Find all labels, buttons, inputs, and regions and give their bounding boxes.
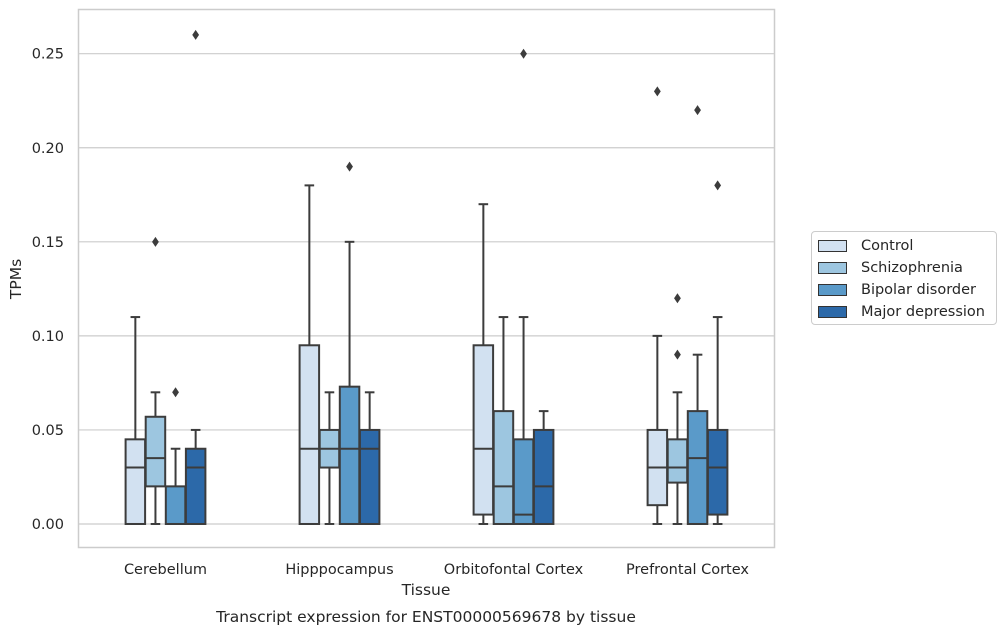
box bbox=[144, 415, 167, 488]
box-group bbox=[472, 203, 495, 525]
outlier-point bbox=[172, 387, 179, 398]
y-axis-label: TPMs bbox=[7, 259, 25, 300]
box bbox=[338, 385, 361, 525]
box-layer bbox=[124, 29, 729, 525]
box-group bbox=[686, 105, 709, 525]
legend-swatch-schizophrenia bbox=[818, 262, 847, 274]
outlier-point bbox=[152, 236, 159, 247]
legend: Control Schizophrenia Bipolar disorder M… bbox=[811, 231, 997, 325]
outlier-point bbox=[694, 105, 701, 116]
box bbox=[532, 428, 555, 525]
box-group bbox=[144, 236, 167, 525]
outlier-point bbox=[653, 86, 661, 97]
box-group bbox=[338, 161, 361, 525]
box bbox=[358, 428, 381, 525]
box-group bbox=[492, 316, 515, 525]
box-group bbox=[666, 293, 689, 525]
box bbox=[512, 438, 535, 525]
x-tick-labels: Cerebellum Hipppocampus Orbitofontal Corte… bbox=[124, 562, 749, 578]
y-tick-label: 0.10 bbox=[32, 329, 64, 345]
legend-label-control: Control bbox=[861, 238, 914, 254]
box bbox=[492, 410, 515, 525]
outlier-point bbox=[346, 161, 353, 172]
outlier-point bbox=[674, 349, 681, 360]
box-group bbox=[298, 184, 321, 525]
box bbox=[666, 438, 689, 484]
legend-label-schizophrenia: Schizophrenia bbox=[861, 260, 963, 276]
box-group bbox=[124, 316, 147, 525]
box-group bbox=[512, 48, 535, 525]
legend-item-schizophrenia: Schizophrenia bbox=[818, 258, 963, 278]
box-group bbox=[164, 387, 187, 525]
x-tick-label: Cerebellum bbox=[124, 562, 207, 578]
outlier-point bbox=[192, 29, 200, 40]
box bbox=[124, 438, 147, 525]
box bbox=[472, 344, 495, 516]
y-tick-label: 0.00 bbox=[32, 517, 64, 533]
legend-item-control: Control bbox=[818, 236, 913, 256]
outlier-point bbox=[520, 48, 527, 59]
box-group bbox=[184, 29, 207, 525]
y-tick-label: 0.25 bbox=[32, 47, 64, 63]
plot-frame bbox=[77, 8, 776, 549]
y-tick-label: 0.05 bbox=[32, 423, 64, 439]
box bbox=[686, 410, 709, 525]
x-tick-label: Hipppocampus bbox=[285, 562, 393, 578]
legend-swatch-bipolar-disorder bbox=[818, 284, 847, 296]
x-tick-label: Orbitofontal Cortex bbox=[444, 562, 584, 578]
box-group bbox=[318, 391, 341, 525]
box bbox=[706, 428, 729, 516]
legend-label-major-depression: Major depression bbox=[861, 304, 985, 320]
y-tick-label: 0.15 bbox=[32, 235, 64, 251]
x-axis-label: Tissue bbox=[401, 581, 451, 599]
box-group bbox=[706, 180, 729, 525]
box-group bbox=[646, 86, 669, 525]
legend-swatch-major-depression bbox=[818, 306, 847, 318]
box-group bbox=[532, 410, 555, 525]
box bbox=[298, 344, 321, 525]
y-tick-labels: 0.00 0.05 0.10 0.15 0.20 0.25 bbox=[32, 47, 64, 533]
box bbox=[164, 485, 187, 525]
legend-item-major-depression: Major depression bbox=[818, 302, 985, 322]
legend-item-bipolar-disorder: Bipolar disorder bbox=[818, 280, 976, 300]
outlier-point bbox=[714, 180, 722, 191]
box-group bbox=[358, 391, 381, 525]
chart-title: Transcript expression for ENST0000056967… bbox=[215, 608, 636, 626]
box bbox=[184, 447, 207, 525]
legend-label-bipolar-disorder: Bipolar disorder bbox=[861, 282, 976, 298]
y-tick-label: 0.20 bbox=[32, 141, 64, 157]
x-tick-label: Prefrontal Cortex bbox=[626, 562, 749, 578]
legend-swatch-control bbox=[818, 240, 847, 252]
outlier-point bbox=[674, 293, 681, 304]
